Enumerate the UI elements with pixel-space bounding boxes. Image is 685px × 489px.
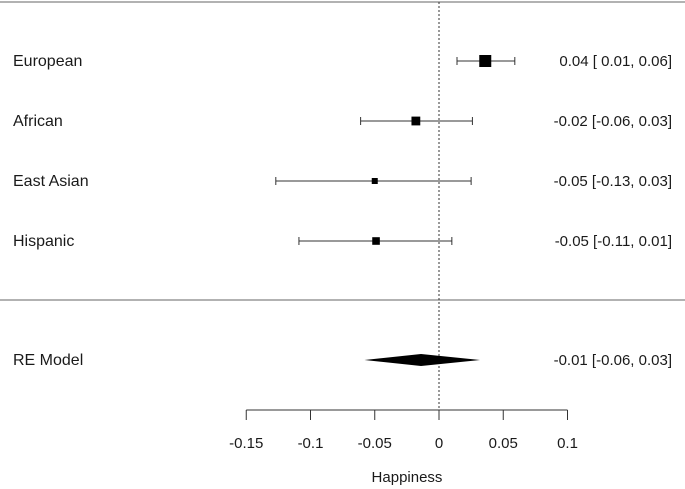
summary-row: RE Model -0.01 [-0.06, 0.03] — [13, 352, 672, 369]
study-row: East Asian -0.05 [-0.13, 0.03] — [13, 173, 672, 190]
point-estimate — [372, 237, 380, 245]
study-label: European — [13, 53, 82, 70]
study-row: African -0.02 [-0.06, 0.03] — [13, 113, 672, 130]
ci-text: 0.04 [ 0.01, 0.06] — [559, 53, 672, 70]
plot-marks: European 0.04 [ 0.01, 0.06] African -0.02 [… — [13, 53, 672, 369]
ci-text: -0.02 [-0.06, 0.03] — [554, 113, 672, 130]
x-tick-label: -0.15 — [229, 435, 263, 452]
x-axis: -0.15 -0.1 -0.05 0 0.05 0.1 — [229, 409, 578, 452]
study-label: African — [13, 113, 63, 130]
x-tick-label: -0.1 — [298, 435, 324, 452]
x-tick-label: 0 — [435, 435, 443, 452]
study-label: Hispanic — [13, 233, 74, 250]
x-tick-label: 0.05 — [489, 435, 518, 452]
study-label: East Asian — [13, 173, 89, 190]
point-estimate — [371, 178, 378, 184]
summary-diamond — [364, 354, 481, 366]
summary-ci-text: -0.01 [-0.06, 0.03] — [554, 352, 672, 369]
x-axis-label: Happiness — [372, 469, 443, 486]
point-estimate — [411, 116, 421, 126]
summary-label: RE Model — [13, 352, 83, 369]
ci-text: -0.05 [-0.11, 0.01] — [555, 233, 672, 250]
point-estimate — [479, 55, 492, 67]
x-tick-label: 0.1 — [557, 435, 578, 452]
study-row: European 0.04 [ 0.01, 0.06] — [13, 53, 672, 70]
study-row: Hispanic -0.05 [-0.11, 0.01] — [13, 233, 672, 250]
ci-text: -0.05 [-0.13, 0.03] — [554, 173, 672, 190]
x-tick-label: -0.05 — [358, 435, 392, 452]
